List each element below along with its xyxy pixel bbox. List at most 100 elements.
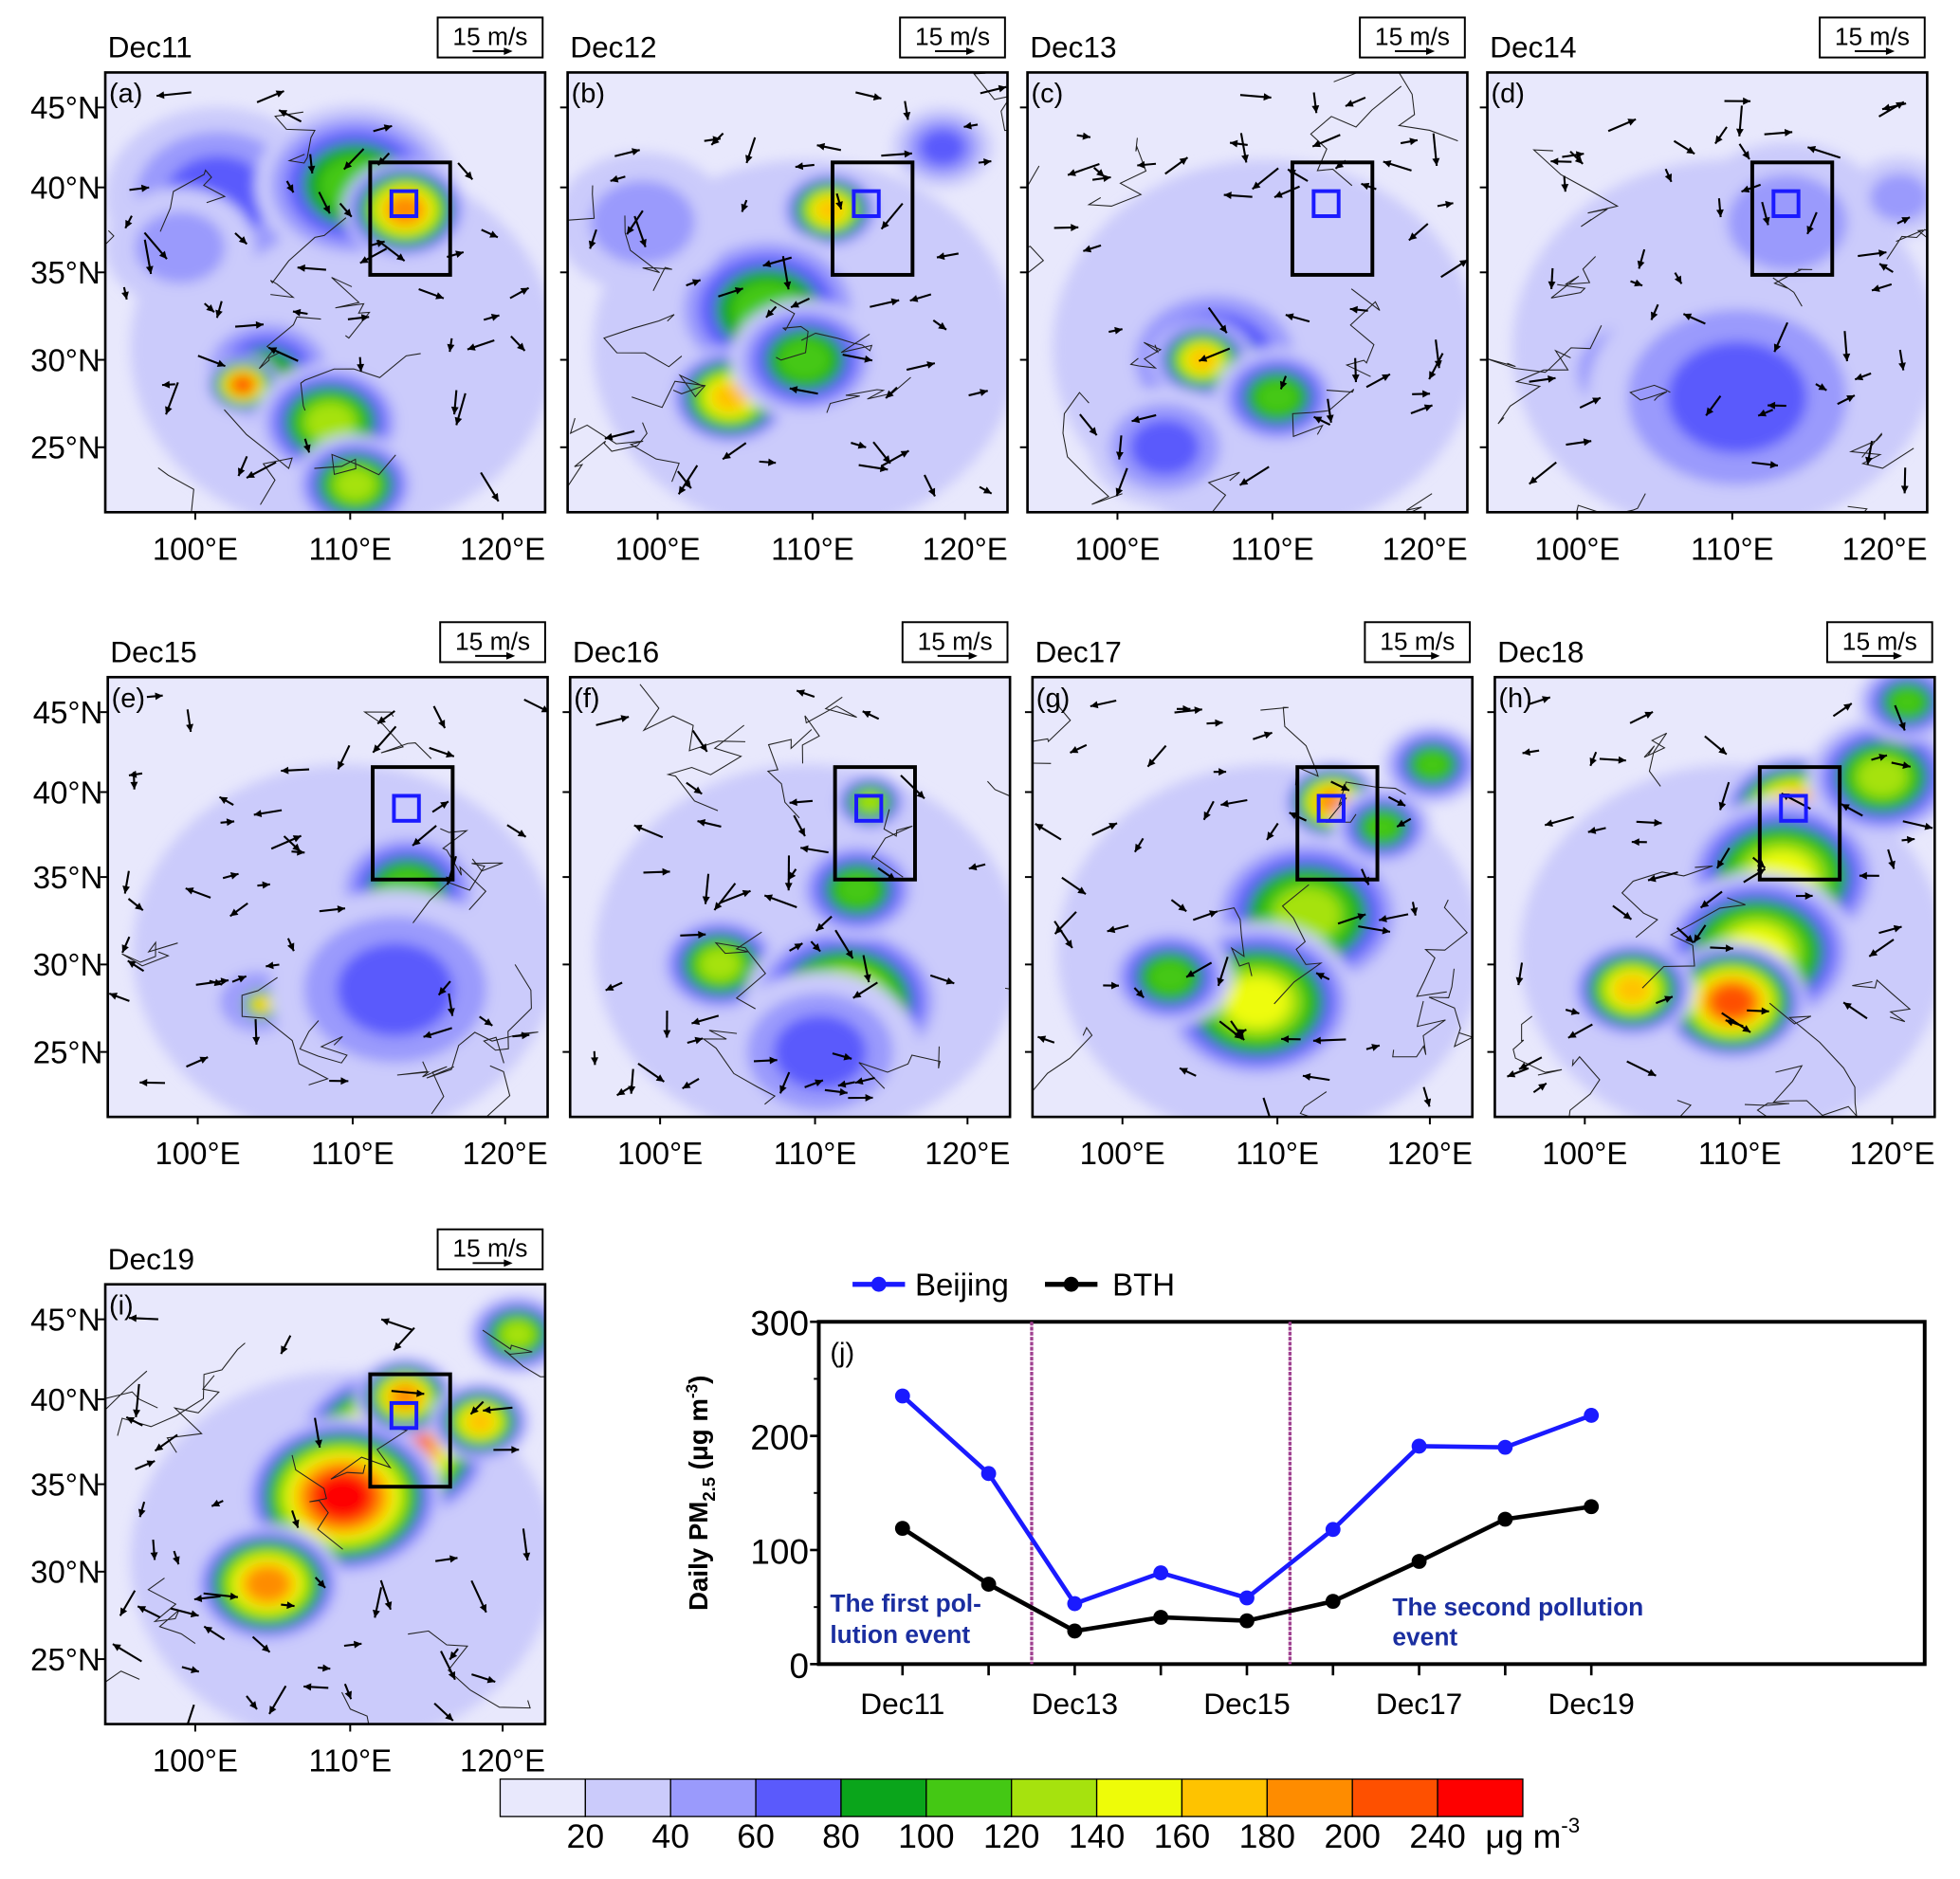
wind-arrow xyxy=(832,1052,852,1061)
panel-date-title: Dec18 xyxy=(1497,634,1584,668)
wind-arrow xyxy=(1859,871,1879,880)
boundary-line xyxy=(300,353,421,411)
wind-arrow xyxy=(1408,223,1429,242)
data-point-bth xyxy=(1239,1613,1255,1629)
boundary-line xyxy=(1512,1015,1563,1076)
wind-arrow xyxy=(1757,409,1773,417)
boundary-line xyxy=(1405,493,1433,513)
wind-arrow xyxy=(359,247,388,265)
wind-scale-label: 15 m/s xyxy=(452,22,527,50)
wind-arrow xyxy=(186,1704,195,1724)
boundary-line xyxy=(632,374,706,409)
wind-arrow xyxy=(1587,827,1606,834)
data-point-bth xyxy=(1497,1511,1513,1527)
wind-arrow xyxy=(470,1579,487,1614)
wind-arrow xyxy=(203,1625,226,1641)
wind-arrow xyxy=(186,1056,209,1068)
lat-label: 25°N xyxy=(30,1642,101,1677)
bth-region-box xyxy=(1757,765,1842,882)
wind-arrow xyxy=(816,142,842,152)
panel-letter: (a) xyxy=(109,79,142,109)
wind-arrow xyxy=(292,308,308,317)
wind-arrow xyxy=(719,889,751,904)
wind-arrow xyxy=(291,848,305,856)
wind-arrow xyxy=(253,809,283,818)
wind-arrow xyxy=(220,818,235,827)
wind-arrow xyxy=(1599,756,1626,764)
wind-arrow xyxy=(781,256,792,290)
wind-arrow xyxy=(741,199,749,212)
lon-label: 100°E xyxy=(1534,531,1620,566)
map-panel-dec12: Dec12 (b) 15 m/s 100°E 110°E 120°E xyxy=(559,16,1009,566)
wind-arrow xyxy=(234,320,265,329)
wind-arrow xyxy=(1878,100,1905,118)
panel-letter: (h) xyxy=(1498,684,1531,714)
boundary-line xyxy=(1428,968,1473,1048)
colorbar-cell xyxy=(499,1778,586,1817)
wind-arrow xyxy=(447,337,455,353)
boundary-line xyxy=(105,1670,140,1683)
wind-arrow xyxy=(591,1050,599,1066)
wind-arrow xyxy=(1612,904,1633,921)
concentration-contour xyxy=(590,180,696,265)
wind-arrow xyxy=(663,1010,671,1038)
panel-letter: (f) xyxy=(574,684,599,714)
wind-arrow xyxy=(437,980,451,996)
colorbar-cell xyxy=(1266,1778,1353,1817)
map-frame xyxy=(568,675,1012,1119)
wind-arrow xyxy=(222,872,239,880)
wind-arrow xyxy=(704,136,722,144)
panel-date-title: Dec16 xyxy=(573,634,659,668)
boundary-line xyxy=(1207,471,1240,513)
wind-arrow xyxy=(1721,1012,1751,1033)
wind-arrow xyxy=(483,314,500,321)
boundary-line xyxy=(362,711,432,759)
panel-letter: (d) xyxy=(1491,79,1524,109)
wind-arrow xyxy=(432,705,447,729)
wind-arrow xyxy=(1133,837,1145,853)
concentration-contour xyxy=(1889,687,1926,717)
wind-arrow xyxy=(146,692,163,701)
lon-label: 120°E xyxy=(463,1136,548,1171)
wind-arrow xyxy=(523,698,548,713)
lon-label: 110°E xyxy=(771,531,854,566)
wind-arrow xyxy=(1735,105,1744,137)
map-panel-dec15: Dec15 (e) 15 m/s 45°N 40°N 35°N 30°N 25°N 100°E 1… xyxy=(33,621,549,1171)
lon-label: 100°E xyxy=(153,531,238,566)
wind-arrow xyxy=(291,1510,300,1528)
wind-arrow xyxy=(1676,926,1694,944)
wind-arrow xyxy=(1358,925,1391,935)
wind-arrow xyxy=(471,1673,496,1684)
wind-arrow xyxy=(509,286,530,300)
wind-arrow xyxy=(1532,1082,1548,1094)
concentration-contour xyxy=(501,1321,535,1348)
wind-arrow xyxy=(1400,137,1419,146)
boundary-line xyxy=(870,809,913,878)
wind-arrow xyxy=(1837,394,1856,406)
wind-arrow xyxy=(376,710,395,725)
concentration-contour xyxy=(246,1566,290,1602)
boundary-line xyxy=(1129,341,1163,369)
wind-arrow xyxy=(1223,192,1253,200)
concentration-contour xyxy=(1711,985,1753,1019)
colorbar-cell xyxy=(1181,1778,1268,1817)
wind-arrow xyxy=(1724,97,1751,105)
data-point-bth xyxy=(894,1521,910,1537)
boundary-line xyxy=(1621,865,1713,939)
boundary-line xyxy=(341,1691,370,1724)
lat-label: 30°N xyxy=(30,1555,101,1590)
wind-arrow xyxy=(963,121,979,130)
wind-arrow xyxy=(1229,139,1248,148)
map-frame xyxy=(1031,675,1475,1119)
wind-arrow xyxy=(1440,259,1468,279)
wind-arrow xyxy=(637,1063,665,1083)
wind-arrow xyxy=(1902,820,1933,830)
wind-arrow xyxy=(1868,939,1895,958)
boundary-line xyxy=(567,185,595,221)
annotation-second-event-1: The second pollution xyxy=(1392,1593,1643,1621)
lon-label: 120°E xyxy=(1842,531,1928,566)
wind-arrow xyxy=(108,993,130,1002)
wind-arrow xyxy=(297,264,326,272)
boundary-line xyxy=(291,1454,343,1550)
lon-label: 100°E xyxy=(617,1136,703,1171)
